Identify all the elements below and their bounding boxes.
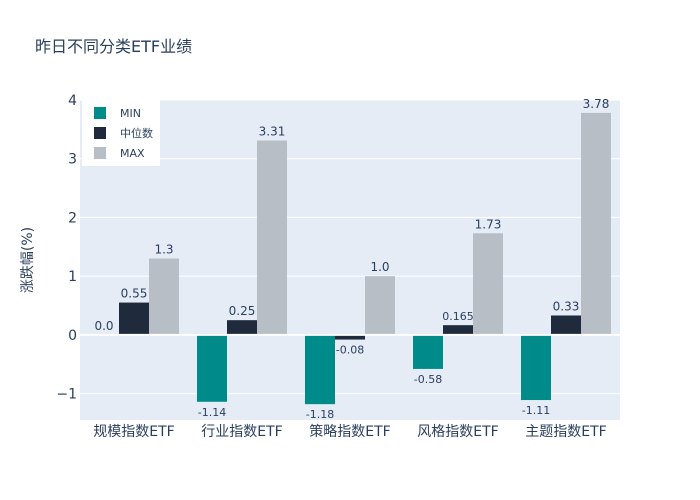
data-label: 0.33	[553, 299, 580, 313]
data-label: 3.31	[259, 125, 286, 139]
legend-swatch	[94, 127, 106, 139]
data-label: 0.0	[94, 319, 113, 333]
data-label: -0.58	[414, 373, 442, 386]
legend-swatch	[94, 147, 106, 159]
x-tick-label: 策略指数ETF	[309, 423, 390, 440]
data-label: -1.18	[306, 408, 334, 421]
legend-label: MAX	[120, 147, 145, 160]
y-axis-title: 涨跌幅(%)	[20, 227, 36, 293]
bar	[149, 258, 179, 335]
y-tick-label: 4	[68, 93, 77, 109]
chart-title: 昨日不同分类ETF业绩	[35, 37, 193, 56]
data-label: 0.165	[442, 310, 474, 323]
y-tick-label: −1	[56, 387, 77, 403]
x-tick-label: 规模指数ETF	[93, 424, 174, 440]
y-tick-label: 3	[68, 152, 77, 168]
x-tick-label: 风格指数ETF	[417, 424, 498, 440]
data-label: 1.73	[475, 217, 502, 231]
bar	[551, 315, 581, 335]
data-label: 0.25	[229, 304, 256, 318]
bar	[257, 140, 287, 335]
y-tick-label: 2	[68, 210, 77, 226]
bar	[227, 320, 257, 335]
bar	[473, 233, 503, 335]
x-tick-label: 主题指数ETF	[525, 424, 606, 440]
bar	[521, 334, 551, 401]
data-label: 1.3	[154, 243, 173, 257]
bar	[335, 334, 365, 340]
bar	[197, 334, 227, 402]
data-label: -1.11	[522, 404, 550, 417]
data-label: 0.55	[121, 287, 148, 301]
data-label: -1.14	[198, 406, 226, 419]
y-tick-label: 0	[68, 328, 77, 344]
legend-label: 中位数	[120, 126, 153, 140]
y-tick-label: 1	[68, 269, 77, 285]
data-label: 3.78	[583, 97, 610, 111]
bar	[119, 302, 149, 335]
bar	[443, 325, 473, 335]
bar	[365, 276, 395, 335]
bar	[413, 334, 443, 369]
x-tick-label: 行业指数ETF	[201, 424, 282, 440]
legend-label: MIN	[120, 107, 141, 120]
legend-swatch	[94, 107, 106, 119]
data-label: -0.08	[336, 344, 364, 357]
bar	[581, 112, 611, 335]
data-label: 1.0	[370, 260, 389, 274]
bar	[305, 334, 335, 405]
